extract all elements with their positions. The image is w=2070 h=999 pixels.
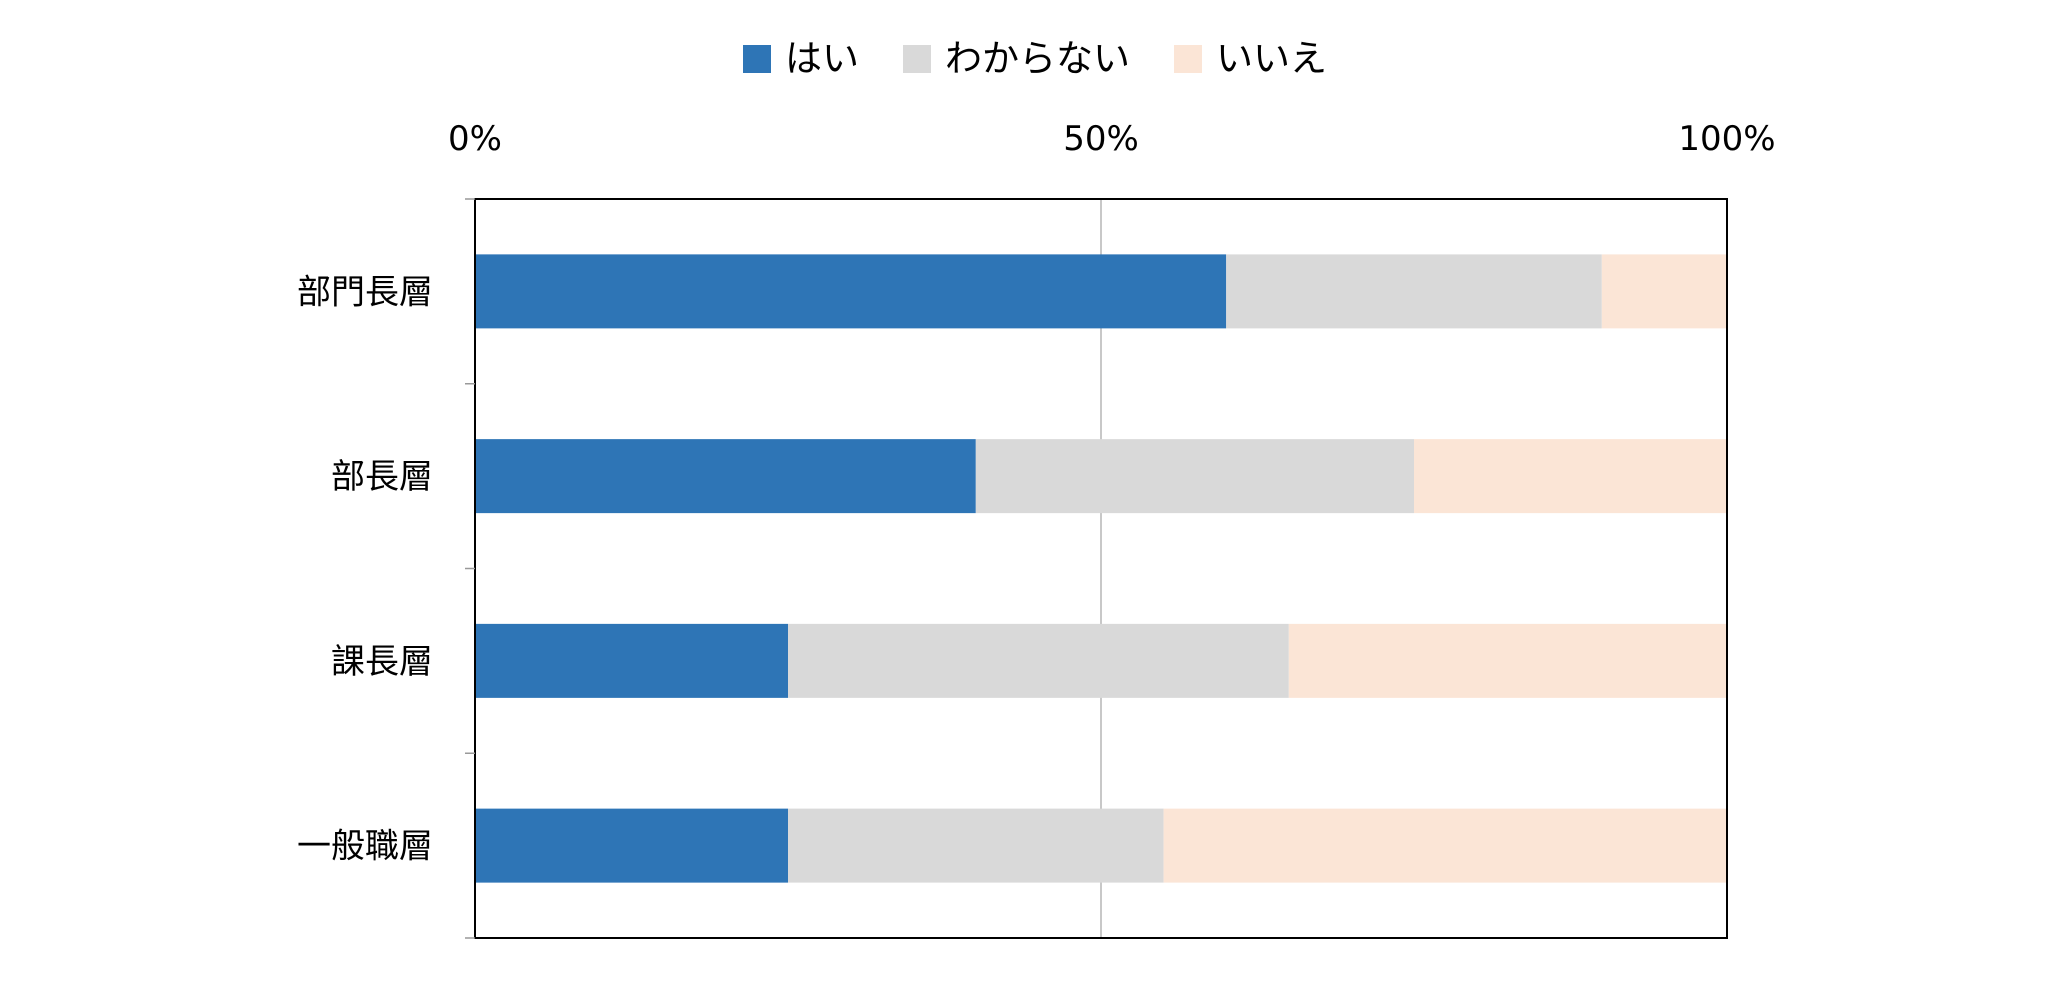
- bar-segment: [1288, 623, 1727, 698]
- category-label: 部長層: [331, 457, 433, 497]
- bar-segment: [1601, 254, 1727, 329]
- legend-item: はい: [743, 37, 859, 80]
- legend-label: いいえ: [1216, 37, 1327, 80]
- bar-segment: [788, 808, 1164, 883]
- legend-swatch: [743, 45, 771, 73]
- bar-segment: [475, 254, 1227, 329]
- bar-segment: [475, 439, 976, 514]
- bar-segment: [788, 623, 1289, 698]
- bar-segment: [475, 623, 788, 698]
- bar-segment: [475, 808, 788, 883]
- bar-segment: [1414, 439, 1727, 514]
- category-label: 一般職層: [297, 827, 433, 867]
- x-tick-label: 100%: [1678, 119, 1775, 159]
- plot-frame: [465, 198, 1728, 939]
- legend-item: いいえ: [1174, 37, 1327, 80]
- category-label: 部門長層: [297, 272, 433, 312]
- bar-segment: [1226, 254, 1602, 329]
- x-tick-label: 50%: [1063, 119, 1139, 159]
- category-label: 課長層: [331, 642, 433, 682]
- bars: [475, 254, 1727, 883]
- legend: はい わからない いいえ: [743, 37, 1327, 80]
- legend-label: はい: [785, 37, 859, 80]
- x-axis-ticks: 0% 50% 100%: [448, 119, 1776, 159]
- legend-swatch: [1174, 45, 1202, 73]
- x-tick-label: 0%: [448, 119, 502, 159]
- legend-label: わからない: [945, 37, 1130, 80]
- bar-segment: [1163, 808, 1727, 883]
- legend-item: わからない: [903, 37, 1130, 80]
- bar-segment: [975, 439, 1414, 514]
- legend-swatch: [903, 45, 931, 73]
